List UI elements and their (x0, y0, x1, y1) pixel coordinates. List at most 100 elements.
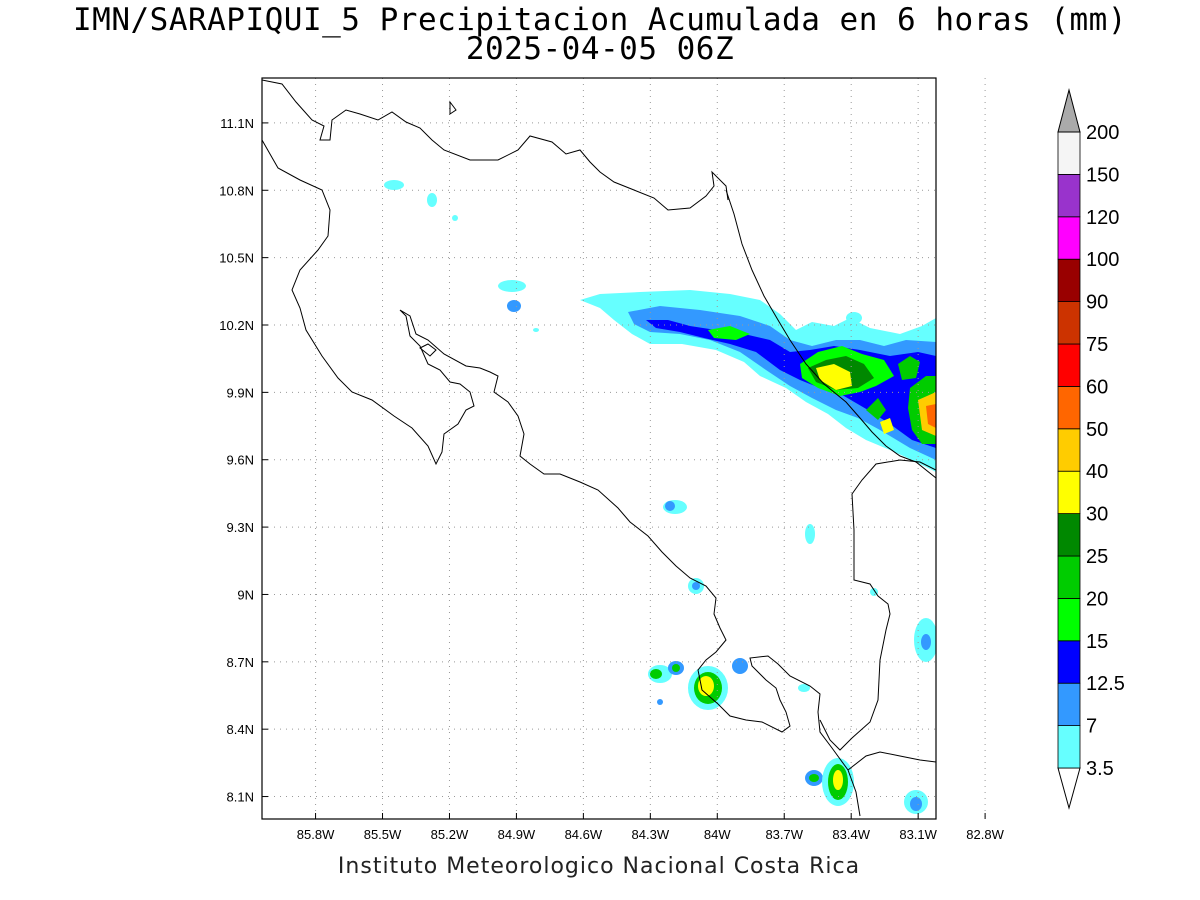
colorbar-label: 7 (1086, 716, 1097, 738)
precip-cell (533, 328, 539, 332)
colorbar-label: 90 (1086, 292, 1108, 314)
lon-tick-label: 85.5W (364, 827, 402, 842)
lon-tick-label: 85.8W (297, 827, 335, 842)
precip-cell (846, 312, 862, 324)
precip-cell (805, 524, 815, 544)
colorbar-label: 25 (1086, 546, 1108, 568)
map-subtitle-datetime: 2025-04-05 06Z (465, 31, 735, 67)
colorbar-bin (1057, 598, 1081, 642)
lat-tick-label: 9N (237, 587, 254, 602)
colorbar-overflow-triangle (1057, 88, 1081, 133)
lat-tick-label: 8.4N (227, 722, 254, 737)
lon-tick-label: 83.1W (899, 827, 937, 842)
panama-border (819, 459, 936, 751)
colorbar-bin (1057, 428, 1081, 472)
lon-tick-label: 83.4W (832, 827, 870, 842)
colorbar-label: 120 (1086, 207, 1119, 229)
precip-band-blue (646, 320, 936, 448)
precip-cell (507, 300, 521, 312)
pacific-coast-north (262, 139, 861, 817)
colorbar-label: 12.5 (1086, 673, 1125, 695)
latitude-tick-labels: 8.1N 8.4N 8.7N 9N 9.3N 9.6N 9.9N 10.2N 10.5N 10.8… (219, 116, 254, 805)
precip-cluster-yellow (816, 364, 852, 390)
caribbean-coast (725, 189, 936, 479)
precip-cell (657, 699, 663, 705)
precip-cell (692, 582, 700, 590)
colorbar-bin (1057, 173, 1081, 218)
lon-tick-label: 84.9W (498, 827, 536, 842)
lon-tick-label: 83.7W (765, 827, 803, 842)
colorbar-bin (1057, 301, 1081, 345)
colorbar-bin (1057, 385, 1081, 430)
lake-outline (449, 100, 457, 115)
precip-small-green-1 (898, 356, 920, 380)
colorbar-label: 15 (1086, 631, 1108, 653)
lon-tick-label: 85.2W (431, 827, 469, 842)
precip-cell (732, 658, 748, 674)
colorbar-label: 30 (1086, 504, 1108, 526)
colorbar-label: 100 (1086, 249, 1119, 271)
precip-cell (698, 676, 714, 696)
map-frame (261, 77, 937, 820)
precip-cell (833, 770, 843, 790)
colorbar-bin (1057, 470, 1081, 515)
precip-small-green-2 (866, 398, 886, 420)
lat-tick-label: 10.2N (219, 318, 254, 333)
precip-small-yellow-1 (880, 418, 894, 434)
lat-tick-label: 10.5N (219, 251, 254, 266)
colorbar-bin (1057, 555, 1081, 599)
colorbar-bin (1057, 640, 1081, 684)
longitude-tick-labels: 85.8W 85.5W 85.2W 84.9W 84.6W 84.3W 84W 83.7W 83… (297, 827, 1005, 842)
colorbar-bin (1057, 343, 1081, 387)
precip-cell (452, 215, 458, 221)
panama-coast-south (847, 751, 936, 771)
lat-tick-label: 8.7N (227, 655, 254, 670)
precip-cell (809, 774, 819, 782)
precip-cell (870, 588, 878, 596)
colorbar-bin (1057, 513, 1081, 557)
lat-tick-label: 11.1N (220, 116, 254, 131)
colorbar-bin (1057, 725, 1081, 769)
precipitation-field (384, 180, 936, 814)
precip-cell (384, 180, 404, 190)
colorbar-label: 50 (1086, 419, 1108, 441)
precip-cell (672, 664, 680, 672)
footer-credit: Instituto Meteorologico Nacional Costa R… (337, 854, 861, 879)
lon-tick-label: 84W (704, 827, 731, 842)
colorbar-bin (1057, 682, 1081, 727)
nicaragua-border (262, 79, 729, 211)
lon-tick-label: 84.3W (632, 827, 670, 842)
colorbar-bin (1057, 131, 1081, 175)
lat-tick-label: 9.3N (227, 520, 254, 535)
lon-tick-label: 82.8W (966, 827, 1004, 842)
precip-cell (910, 797, 922, 811)
precip-band-caribbean (580, 290, 936, 472)
precip-cell (921, 634, 931, 650)
colorbar-label: 20 (1086, 588, 1108, 610)
colorbar-label: 200 (1086, 122, 1119, 144)
lat-tick-label: 9.6N (227, 453, 254, 468)
map-title: IMN/SARAPIQUI_5 Precipitacion Acumulada … (73, 2, 1127, 38)
gulf-island (419, 343, 437, 357)
precip-cluster-east-orange (926, 404, 936, 428)
precip-cell (798, 684, 810, 692)
colorbar-bin (1057, 216, 1081, 260)
precip-cell (665, 501, 675, 511)
precip-band-green (708, 326, 750, 340)
lat-tick-label: 8.1N (227, 790, 254, 805)
lon-tick-label: 84.6W (565, 827, 603, 842)
precip-cell (427, 193, 437, 207)
precip-cell (650, 669, 662, 679)
colorbar-label: 40 (1086, 461, 1108, 483)
colorbar-underflow-triangle (1057, 767, 1081, 810)
precip-band-mid (628, 306, 936, 460)
colorbar-bin (1057, 258, 1081, 303)
precip-cell (498, 280, 526, 292)
colorbar-label: 3.5 (1086, 758, 1114, 780)
colorbar-label: 75 (1086, 334, 1108, 356)
precipitation-colorbar: 3.5 7 12.5 15 20 25 30 40 50 60 75 90 100 120 150 200 (1057, 88, 1125, 810)
map-gridlines (262, 78, 986, 819)
colorbar-label: 150 (1086, 164, 1119, 186)
lat-tick-label: 10.8N (219, 183, 254, 198)
